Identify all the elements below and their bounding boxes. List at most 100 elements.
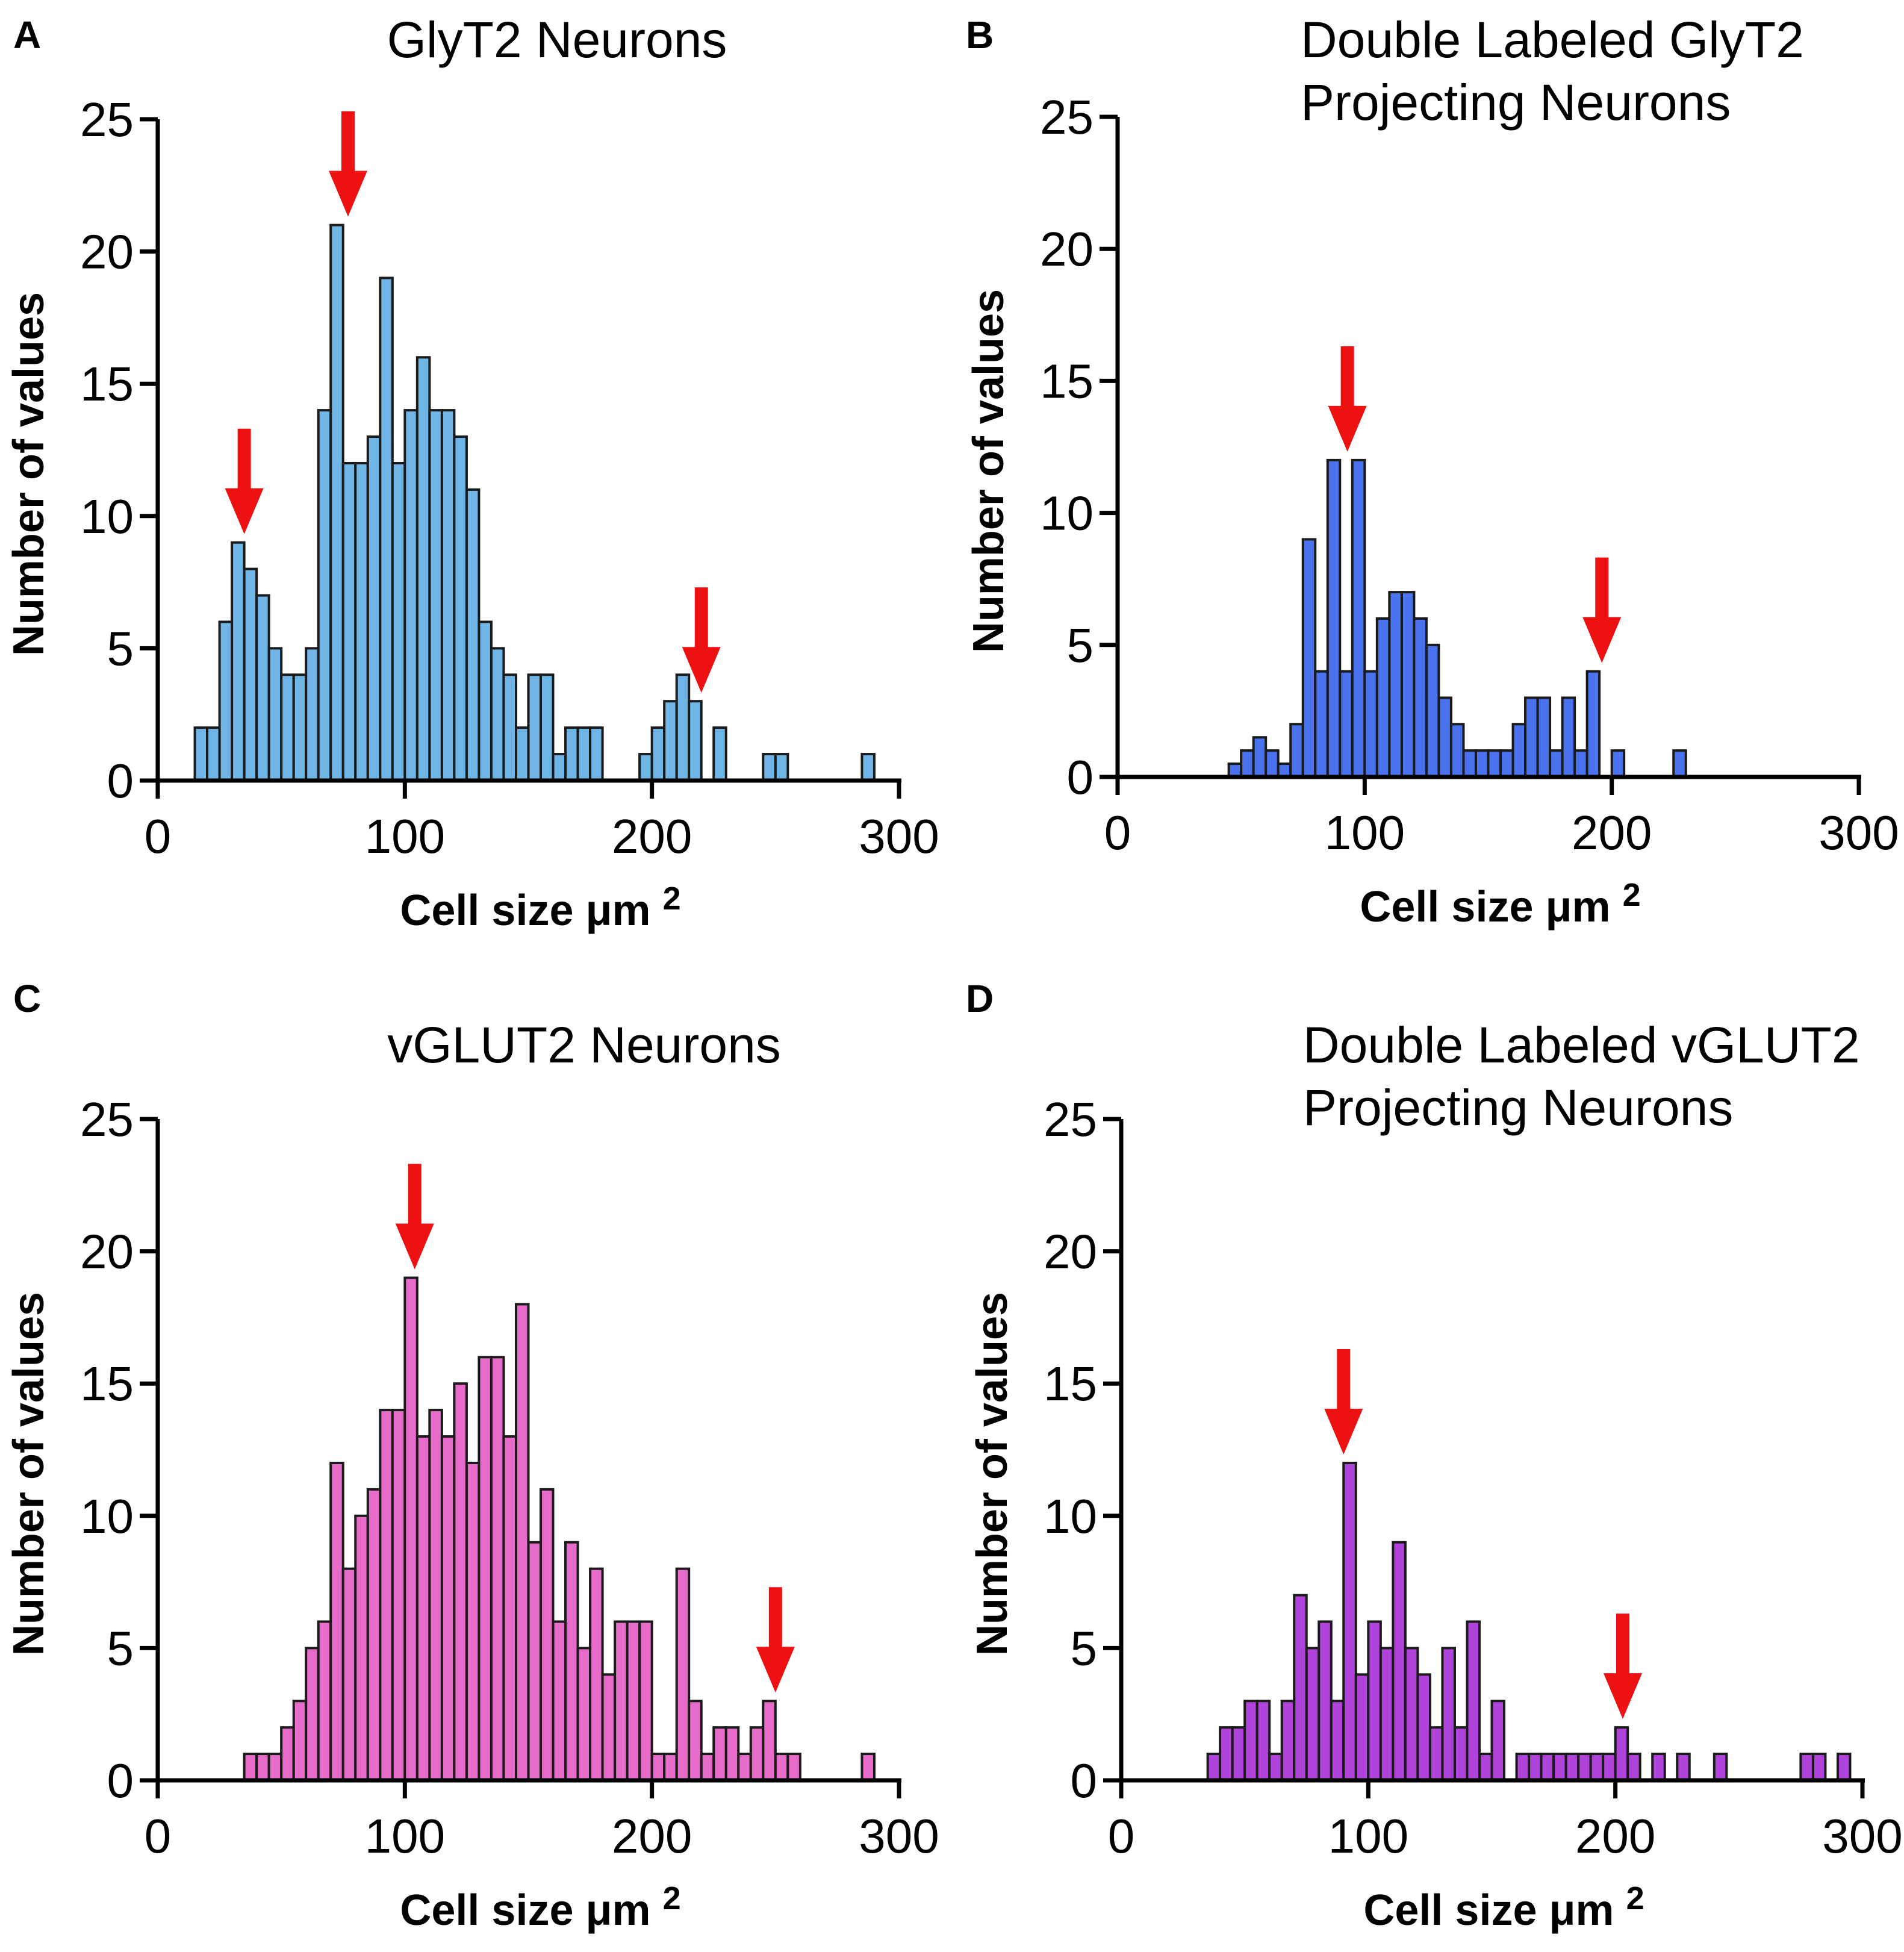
histogram-bar — [1326, 458, 1342, 778]
chart-title-line: GlyT2 Neurons — [387, 11, 727, 68]
red-arrow — [328, 111, 367, 217]
x-tick-label: 0 — [1104, 806, 1131, 859]
histogram-bar — [1573, 749, 1588, 779]
histogram-bar — [391, 461, 406, 782]
histogram-bar — [1549, 749, 1564, 779]
histogram-bar — [527, 673, 543, 782]
histogram-bar — [354, 1514, 369, 1782]
histogram-bar — [1453, 1726, 1469, 1782]
histogram-bar — [391, 1409, 406, 1782]
histogram-bar — [255, 1753, 270, 1782]
y-axis-label: Number of values — [5, 1292, 53, 1656]
histogram-bar — [1478, 1753, 1493, 1782]
panel-letter: C — [13, 977, 41, 1020]
histogram-bar — [1672, 749, 1687, 779]
histogram-bar — [1577, 1753, 1592, 1782]
histogram-bar — [502, 673, 517, 782]
histogram-bar — [440, 1435, 456, 1782]
histogram-bar — [1540, 1753, 1555, 1782]
red-arrow — [395, 1164, 434, 1270]
histogram-bar — [1206, 1753, 1222, 1782]
histogram-bar — [1425, 643, 1440, 779]
histogram-bar — [688, 1700, 703, 1782]
histogram-bar — [638, 1620, 653, 1782]
histogram-bar — [1490, 1700, 1506, 1782]
histogram-bar — [700, 1753, 715, 1782]
histogram-bar — [218, 620, 234, 782]
histogram-bar — [1811, 1753, 1827, 1782]
histogram-bar — [280, 1726, 295, 1782]
histogram-bar — [1676, 1753, 1691, 1782]
y-tick-label: 20 — [80, 225, 134, 279]
y-tick-label: 25 — [80, 93, 134, 146]
histogram-bar — [453, 1382, 468, 1782]
panel-letter: B — [966, 13, 994, 57]
x-axis-label: Cell size μm 2 — [400, 1880, 680, 1935]
panel-letter: D — [966, 977, 994, 1020]
histogram-bar — [1400, 591, 1416, 778]
histogram-bar — [650, 1753, 666, 1782]
histogram-bar — [675, 1567, 691, 1782]
panel-d: D Double Labeled vGLUT2 Projecting Neurons… — [966, 977, 1903, 1935]
histogram-bar — [440, 409, 456, 782]
y-tick-label: 5 — [1071, 1621, 1098, 1675]
histogram-bar — [1515, 1753, 1531, 1782]
histogram-bar — [453, 435, 468, 782]
histogram-bar — [1585, 670, 1601, 779]
histogram-bar — [280, 673, 295, 782]
histogram-bar — [354, 461, 369, 782]
y-axis-label: Number of values — [968, 1292, 1016, 1656]
histogram-bar — [1330, 1700, 1345, 1782]
histogram-bar — [749, 1726, 765, 1782]
histogram-bar — [305, 647, 320, 782]
y-tick-label: 15 — [80, 357, 134, 411]
histogram-bar — [490, 1356, 505, 1782]
y-tick-label: 5 — [107, 622, 134, 675]
histogram-bar — [341, 1567, 357, 1782]
chart-title-line: vGLUT2 Neurons — [387, 1017, 781, 1073]
x-tick-label: 0 — [145, 1809, 172, 1863]
histogram-bar — [576, 1647, 592, 1782]
histogram-bar — [1511, 723, 1527, 778]
y-tick-label: 0 — [107, 1754, 134, 1807]
histogram-bar — [650, 726, 666, 782]
histogram-bar — [514, 726, 530, 782]
histogram-bar — [1367, 1620, 1382, 1782]
histogram-bar — [762, 753, 777, 782]
histogram-bar — [1363, 670, 1378, 779]
y-tick-label: 0 — [107, 754, 134, 808]
histogram-bar — [1441, 1647, 1456, 1782]
red-arrow — [756, 1587, 795, 1693]
x-tick-label: 200 — [1575, 1809, 1655, 1863]
histogram-bar — [1301, 538, 1317, 778]
panel-letter: A — [13, 13, 41, 57]
histogram-bar — [1268, 1753, 1283, 1782]
histogram-bar — [329, 1461, 344, 1782]
x-tick-label: 300 — [1818, 806, 1899, 859]
x-tick-label: 300 — [1822, 1809, 1902, 1863]
histogram-bar — [663, 700, 678, 782]
histogram-bar — [1499, 749, 1514, 779]
histogram-bar — [1626, 1753, 1641, 1782]
y-tick-label: 20 — [1044, 1225, 1097, 1279]
histogram-bar — [1449, 723, 1465, 778]
y-tick-label: 15 — [1040, 354, 1094, 408]
histogram-bar — [465, 488, 481, 782]
histogram-bar — [737, 1753, 752, 1782]
histogram-bar — [1487, 749, 1502, 779]
histogram-bar — [1318, 1620, 1333, 1782]
histogram-bar — [379, 1409, 394, 1782]
chart-title-line: Projecting Neurons — [1303, 1079, 1733, 1136]
histogram-bar — [428, 1409, 443, 1782]
y-tick-label: 10 — [80, 1489, 134, 1543]
histogram-bar — [1474, 749, 1490, 779]
histogram-bar — [1392, 1541, 1407, 1782]
histogram-bar — [1354, 1673, 1370, 1782]
y-axis-label: Number of values — [5, 292, 53, 656]
y-tick-label: 5 — [1067, 619, 1094, 672]
histogram-bar — [1339, 670, 1354, 779]
y-tick-label: 15 — [80, 1357, 134, 1411]
panel-a: A GlyT2 Neurons 0 5 10 15 20 25 0 100 200 300 Cell s… — [5, 11, 939, 935]
histogram-bar — [1524, 696, 1539, 778]
